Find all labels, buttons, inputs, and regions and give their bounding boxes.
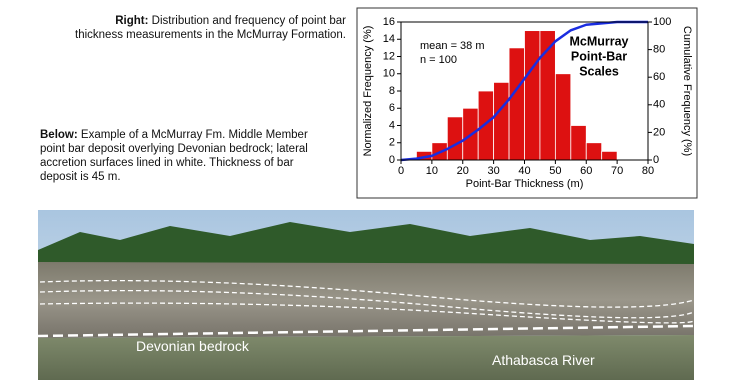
bar xyxy=(585,142,603,161)
y2-tick-label: 80 xyxy=(653,44,665,56)
caption-lead: Below: xyxy=(40,129,78,141)
annotation: mean = 38 m xyxy=(420,40,485,52)
x-tick-label: 60 xyxy=(580,165,592,177)
x-tick-label: 10 xyxy=(426,165,438,177)
chart: 0 2 4 6 8 10 12 14 16 0 20 40 60 80 100 0 10 20 30 40 50 60 70… xyxy=(356,7,698,199)
x-tick-label: 50 xyxy=(549,165,561,177)
bar xyxy=(570,125,587,161)
bar xyxy=(601,150,618,161)
y2-tick-label: 100 xyxy=(653,16,671,28)
trees xyxy=(38,222,694,270)
y2-axis-label: Cumulative Frequency (%) xyxy=(681,26,693,156)
x-axis-label: Point-Bar Thickness (m) xyxy=(466,178,584,190)
y-tick-label: 10 xyxy=(383,68,395,80)
bar xyxy=(446,116,464,161)
caption-text: Distribution and frequency of point bar … xyxy=(75,15,346,41)
x-tick-label: 80 xyxy=(642,165,654,177)
cliff xyxy=(38,262,694,338)
chart-label: McMurray xyxy=(569,34,628,48)
bar xyxy=(508,47,525,161)
caption-text: Example of a McMurray Fm. Middle Member … xyxy=(40,129,308,183)
chart-frame xyxy=(356,7,698,199)
y2-tick-label: 0 xyxy=(653,154,659,166)
bar xyxy=(524,30,541,161)
x-tick-label: 70 xyxy=(611,165,623,177)
cumulative-line xyxy=(400,20,648,162)
bar xyxy=(554,73,572,161)
y-tick-label: 2 xyxy=(389,137,395,149)
y-tick-label: 16 xyxy=(383,16,395,28)
accretion-surfaces xyxy=(39,279,695,324)
annotation: n = 100 xyxy=(420,54,457,66)
y2-tick-label: 60 xyxy=(653,71,665,83)
y-axis-label: Normalized Frequency (%) xyxy=(362,26,374,157)
y-tick-label: 12 xyxy=(383,50,395,62)
y-tick-label: 14 xyxy=(383,33,395,45)
photo-label: Devonian bedrock xyxy=(136,338,249,354)
sky xyxy=(38,210,694,380)
x-tick-label: 0 xyxy=(398,165,404,177)
x-tick-label: 20 xyxy=(457,165,469,177)
caption-right: Right: Distribution and frequency of poi… xyxy=(74,14,346,42)
x-tick-label: 30 xyxy=(488,165,500,177)
chart-label: Scales xyxy=(579,64,619,78)
y-tick-label: 4 xyxy=(389,119,395,131)
bedrock-contact xyxy=(37,324,695,338)
y-tick-label: 0 xyxy=(389,154,395,166)
caption-lead: Right: xyxy=(115,15,149,27)
bar xyxy=(477,90,495,161)
y-tick-label: 6 xyxy=(389,102,395,114)
chart-label: Point-Bar xyxy=(571,49,627,63)
y2-tick-label: 20 xyxy=(653,126,665,138)
bar xyxy=(493,81,510,161)
photo-label: Athabasca River xyxy=(492,352,595,368)
y2-tick-label: 40 xyxy=(653,99,665,111)
y-tick-label: 8 xyxy=(389,85,395,97)
x-tick-label: 40 xyxy=(518,165,530,177)
caption-below: Below: Example of a McMurray Fm. Middle … xyxy=(40,128,330,184)
